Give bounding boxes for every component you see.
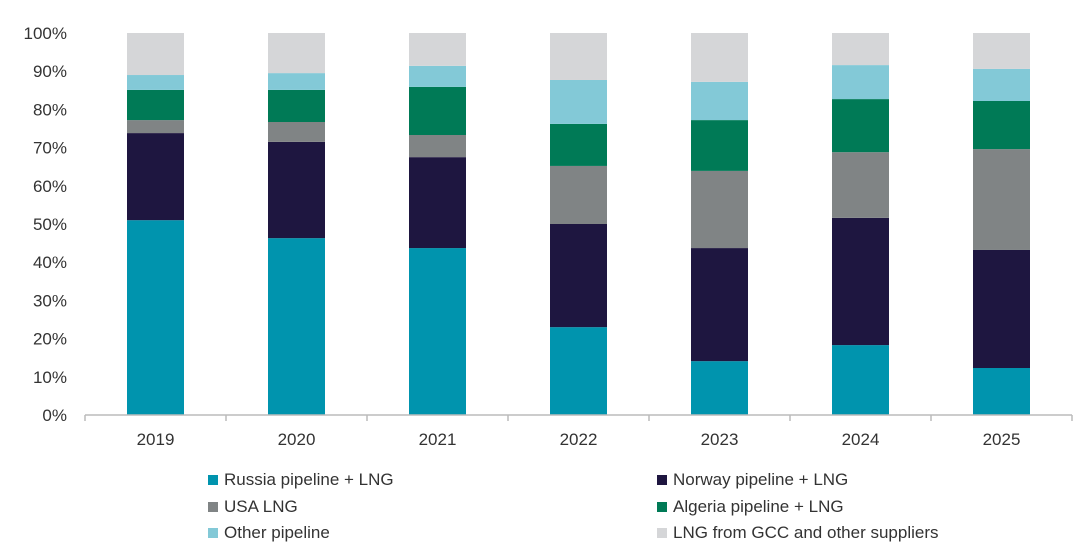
y-tick-label: 80%: [33, 100, 67, 119]
y-tick-label: 10%: [33, 368, 67, 387]
bar-segment-norway-pipeline-lng: [127, 133, 184, 221]
bar-segment-algeria-pipeline-lng: [973, 100, 1030, 150]
bar-segment-usa-lng: [127, 120, 184, 134]
bar-segment-russia-pipeline-lng: [550, 327, 607, 415]
x-tick-label: 2024: [842, 430, 880, 449]
bar-segment-other-pipeline: [973, 68, 1030, 101]
x-tick-label: 2019: [137, 430, 175, 449]
bar-segment-russia-pipeline-lng: [127, 220, 184, 415]
y-tick-label: 20%: [33, 330, 67, 349]
bar-segment-other-pipeline: [550, 79, 607, 124]
bar-segment-other-pipeline: [268, 73, 325, 90]
y-tick-label: 100%: [24, 24, 67, 43]
bar-segment-other-pipeline: [832, 65, 889, 100]
bar-segment-lng-from-gcc-and-other-suppliers: [550, 33, 607, 80]
bar-segment-lng-from-gcc-and-other-suppliers: [973, 33, 1030, 69]
bar-segment-usa-lng: [268, 122, 325, 142]
x-tick-label: 2020: [278, 430, 316, 449]
bar-segment-russia-pipeline-lng: [268, 238, 325, 415]
x-tick-label: 2023: [701, 430, 739, 449]
bar-segment-lng-from-gcc-and-other-suppliers: [691, 33, 748, 82]
y-tick-label: 90%: [33, 62, 67, 81]
bar-segment-algeria-pipeline-lng: [691, 120, 748, 171]
bar-segment-usa-lng: [409, 134, 466, 158]
bar-segment-algeria-pipeline-lng: [268, 89, 325, 123]
y-tick-label: 60%: [33, 177, 67, 196]
bar-segment-russia-pipeline-lng: [691, 361, 748, 415]
bar-segment-norway-pipeline-lng: [691, 248, 748, 362]
bar-segment-usa-lng: [973, 149, 1030, 250]
y-tick-label: 30%: [33, 291, 67, 310]
bar-segment-russia-pipeline-lng: [832, 345, 889, 415]
y-tick-label: 0%: [42, 406, 67, 425]
bar-segment-algeria-pipeline-lng: [550, 123, 607, 166]
bar-segment-russia-pipeline-lng: [409, 248, 466, 415]
bar-segment-lng-from-gcc-and-other-suppliers: [409, 33, 466, 66]
x-tick-label: 2021: [419, 430, 457, 449]
bar-segment-other-pipeline: [409, 65, 466, 87]
y-tick-label: 50%: [33, 215, 67, 234]
y-tick-label: 40%: [33, 253, 67, 272]
x-tick-label: 2025: [983, 430, 1021, 449]
bar-segment-lng-from-gcc-and-other-suppliers: [832, 33, 889, 66]
bar-segment-russia-pipeline-lng: [973, 368, 1030, 415]
bar-segment-algeria-pipeline-lng: [409, 86, 466, 135]
bar-segment-lng-from-gcc-and-other-suppliers: [268, 33, 325, 74]
bar-segment-norway-pipeline-lng: [832, 217, 889, 346]
bar-segment-algeria-pipeline-lng: [832, 99, 889, 153]
y-tick-label: 70%: [33, 139, 67, 158]
bar-segment-other-pipeline: [691, 81, 748, 121]
bar-segment-norway-pipeline-lng: [973, 249, 1030, 369]
bar-segment-norway-pipeline-lng: [268, 141, 325, 239]
bar-segment-norway-pipeline-lng: [409, 157, 466, 249]
bar-segment-lng-from-gcc-and-other-suppliers: [127, 33, 184, 76]
bar-segment-other-pipeline: [127, 75, 184, 90]
bar-segment-algeria-pipeline-lng: [127, 89, 184, 121]
bar-segment-norway-pipeline-lng: [550, 224, 607, 328]
x-tick-label: 2022: [560, 430, 598, 449]
bar-segment-usa-lng: [691, 170, 748, 249]
bar-segment-usa-lng: [550, 165, 607, 224]
bar-segment-usa-lng: [832, 152, 889, 218]
